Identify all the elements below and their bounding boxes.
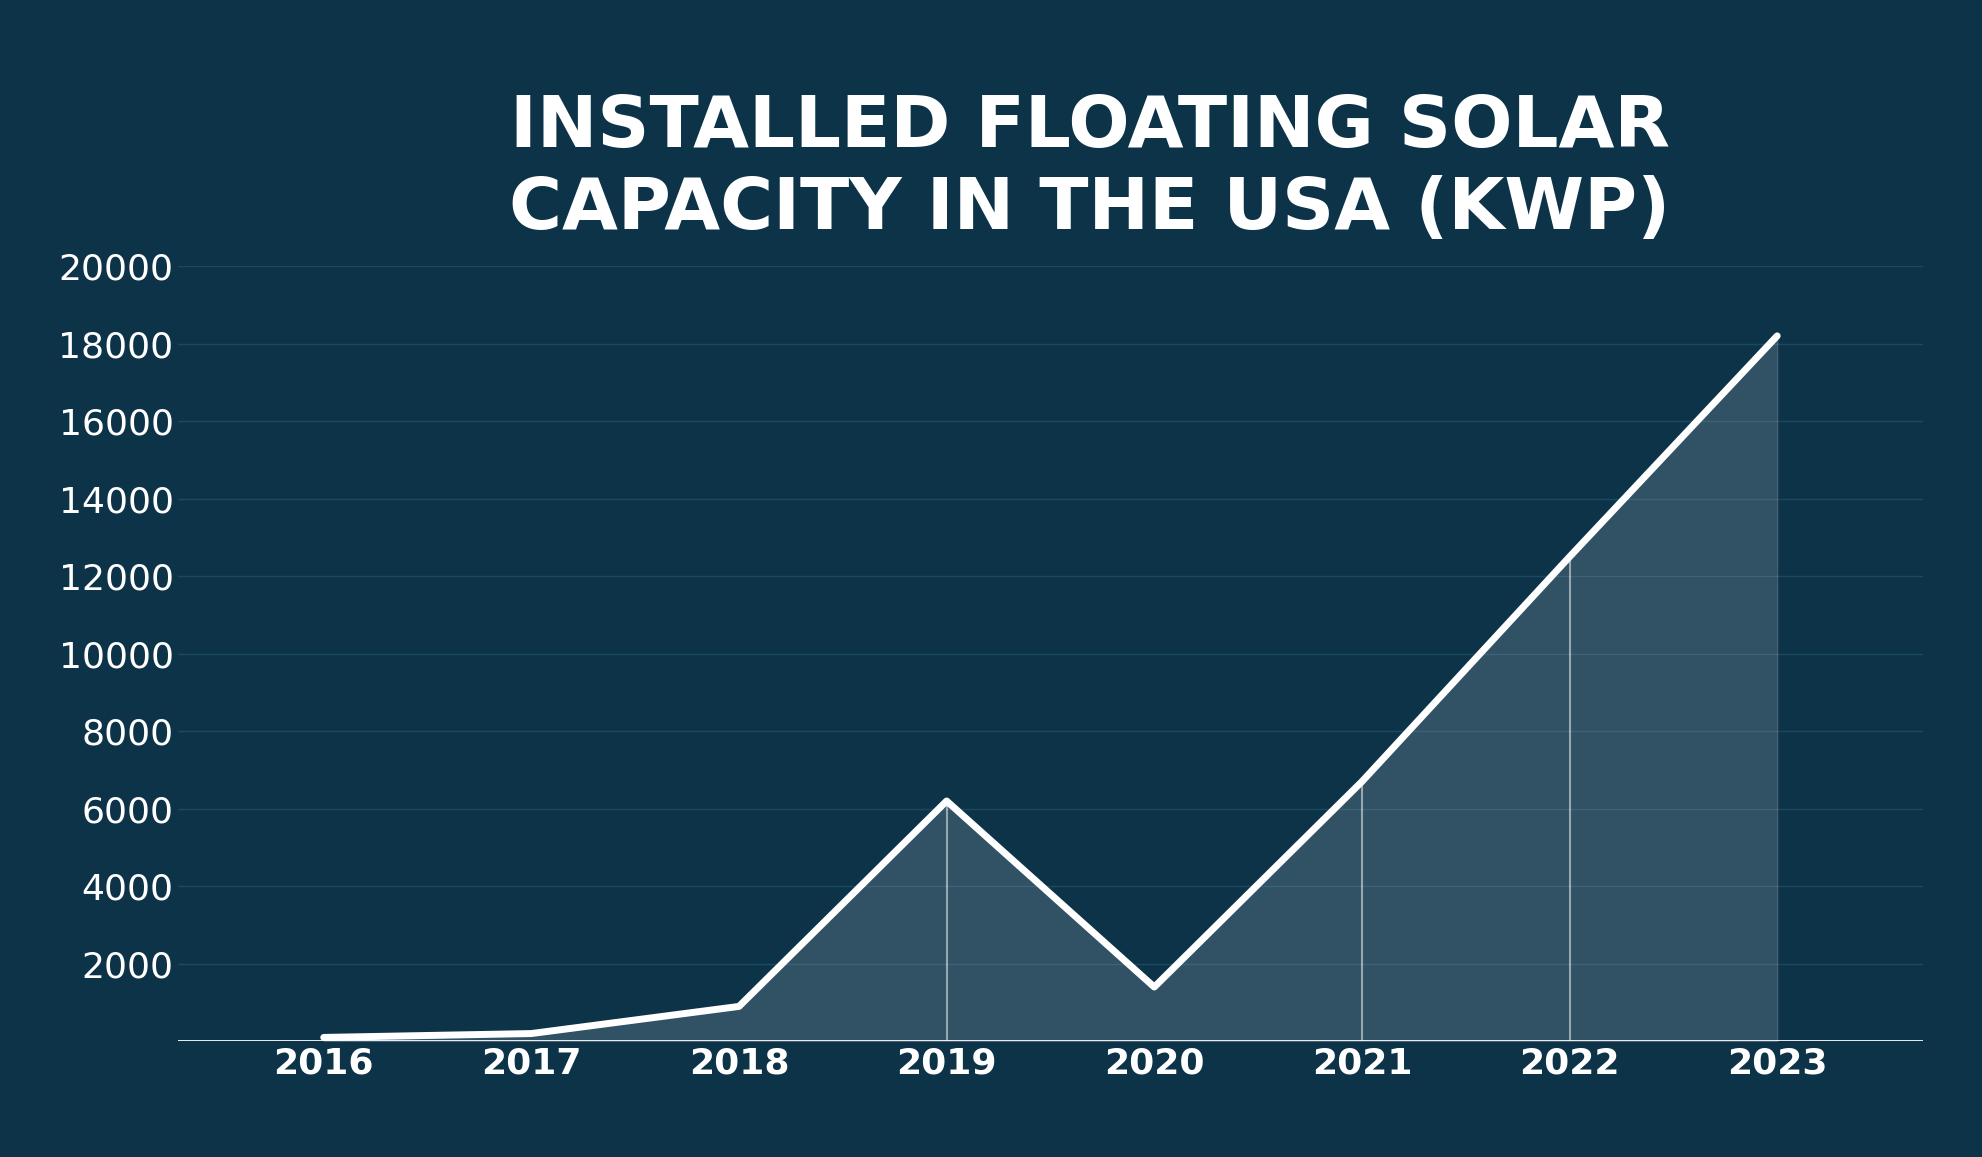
Text: INSTALLED FLOATING SOLAR
CAPACITY IN THE USA (KWP): INSTALLED FLOATING SOLAR CAPACITY IN THE… [509,93,1671,244]
